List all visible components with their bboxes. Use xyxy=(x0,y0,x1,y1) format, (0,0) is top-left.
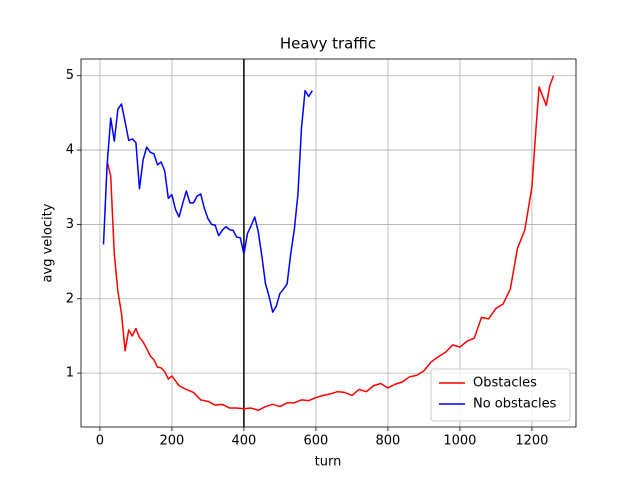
x-axis-label: turn xyxy=(315,455,342,470)
chart-title: Heavy traffic xyxy=(280,35,376,53)
legend: Obstacles No obstacles xyxy=(430,368,571,422)
plot-frame xyxy=(80,58,577,428)
legend-label: No obstacles xyxy=(473,397,557,412)
y-tick-label: 2 xyxy=(66,291,74,306)
y-tick-label: 5 xyxy=(66,68,74,83)
x-tick-label: 1000 xyxy=(443,434,476,449)
x-tick-label: 400 xyxy=(231,434,256,449)
x-tick-label: 0 xyxy=(96,434,104,449)
y-tick-label: 4 xyxy=(66,143,74,158)
legend-label: Obstacles xyxy=(473,376,537,391)
series-line xyxy=(102,89,313,313)
y-tick-label: 3 xyxy=(66,217,74,232)
y-axis-label: avg velocity xyxy=(41,203,56,282)
legend-box xyxy=(430,368,571,422)
x-tick-label: 800 xyxy=(375,434,400,449)
x-tick-label: 1200 xyxy=(515,434,548,449)
y-tick-label: 1 xyxy=(66,366,74,381)
x-tick-label: 200 xyxy=(159,434,184,449)
series-line xyxy=(106,75,555,412)
x-tick-label: 600 xyxy=(303,434,328,449)
